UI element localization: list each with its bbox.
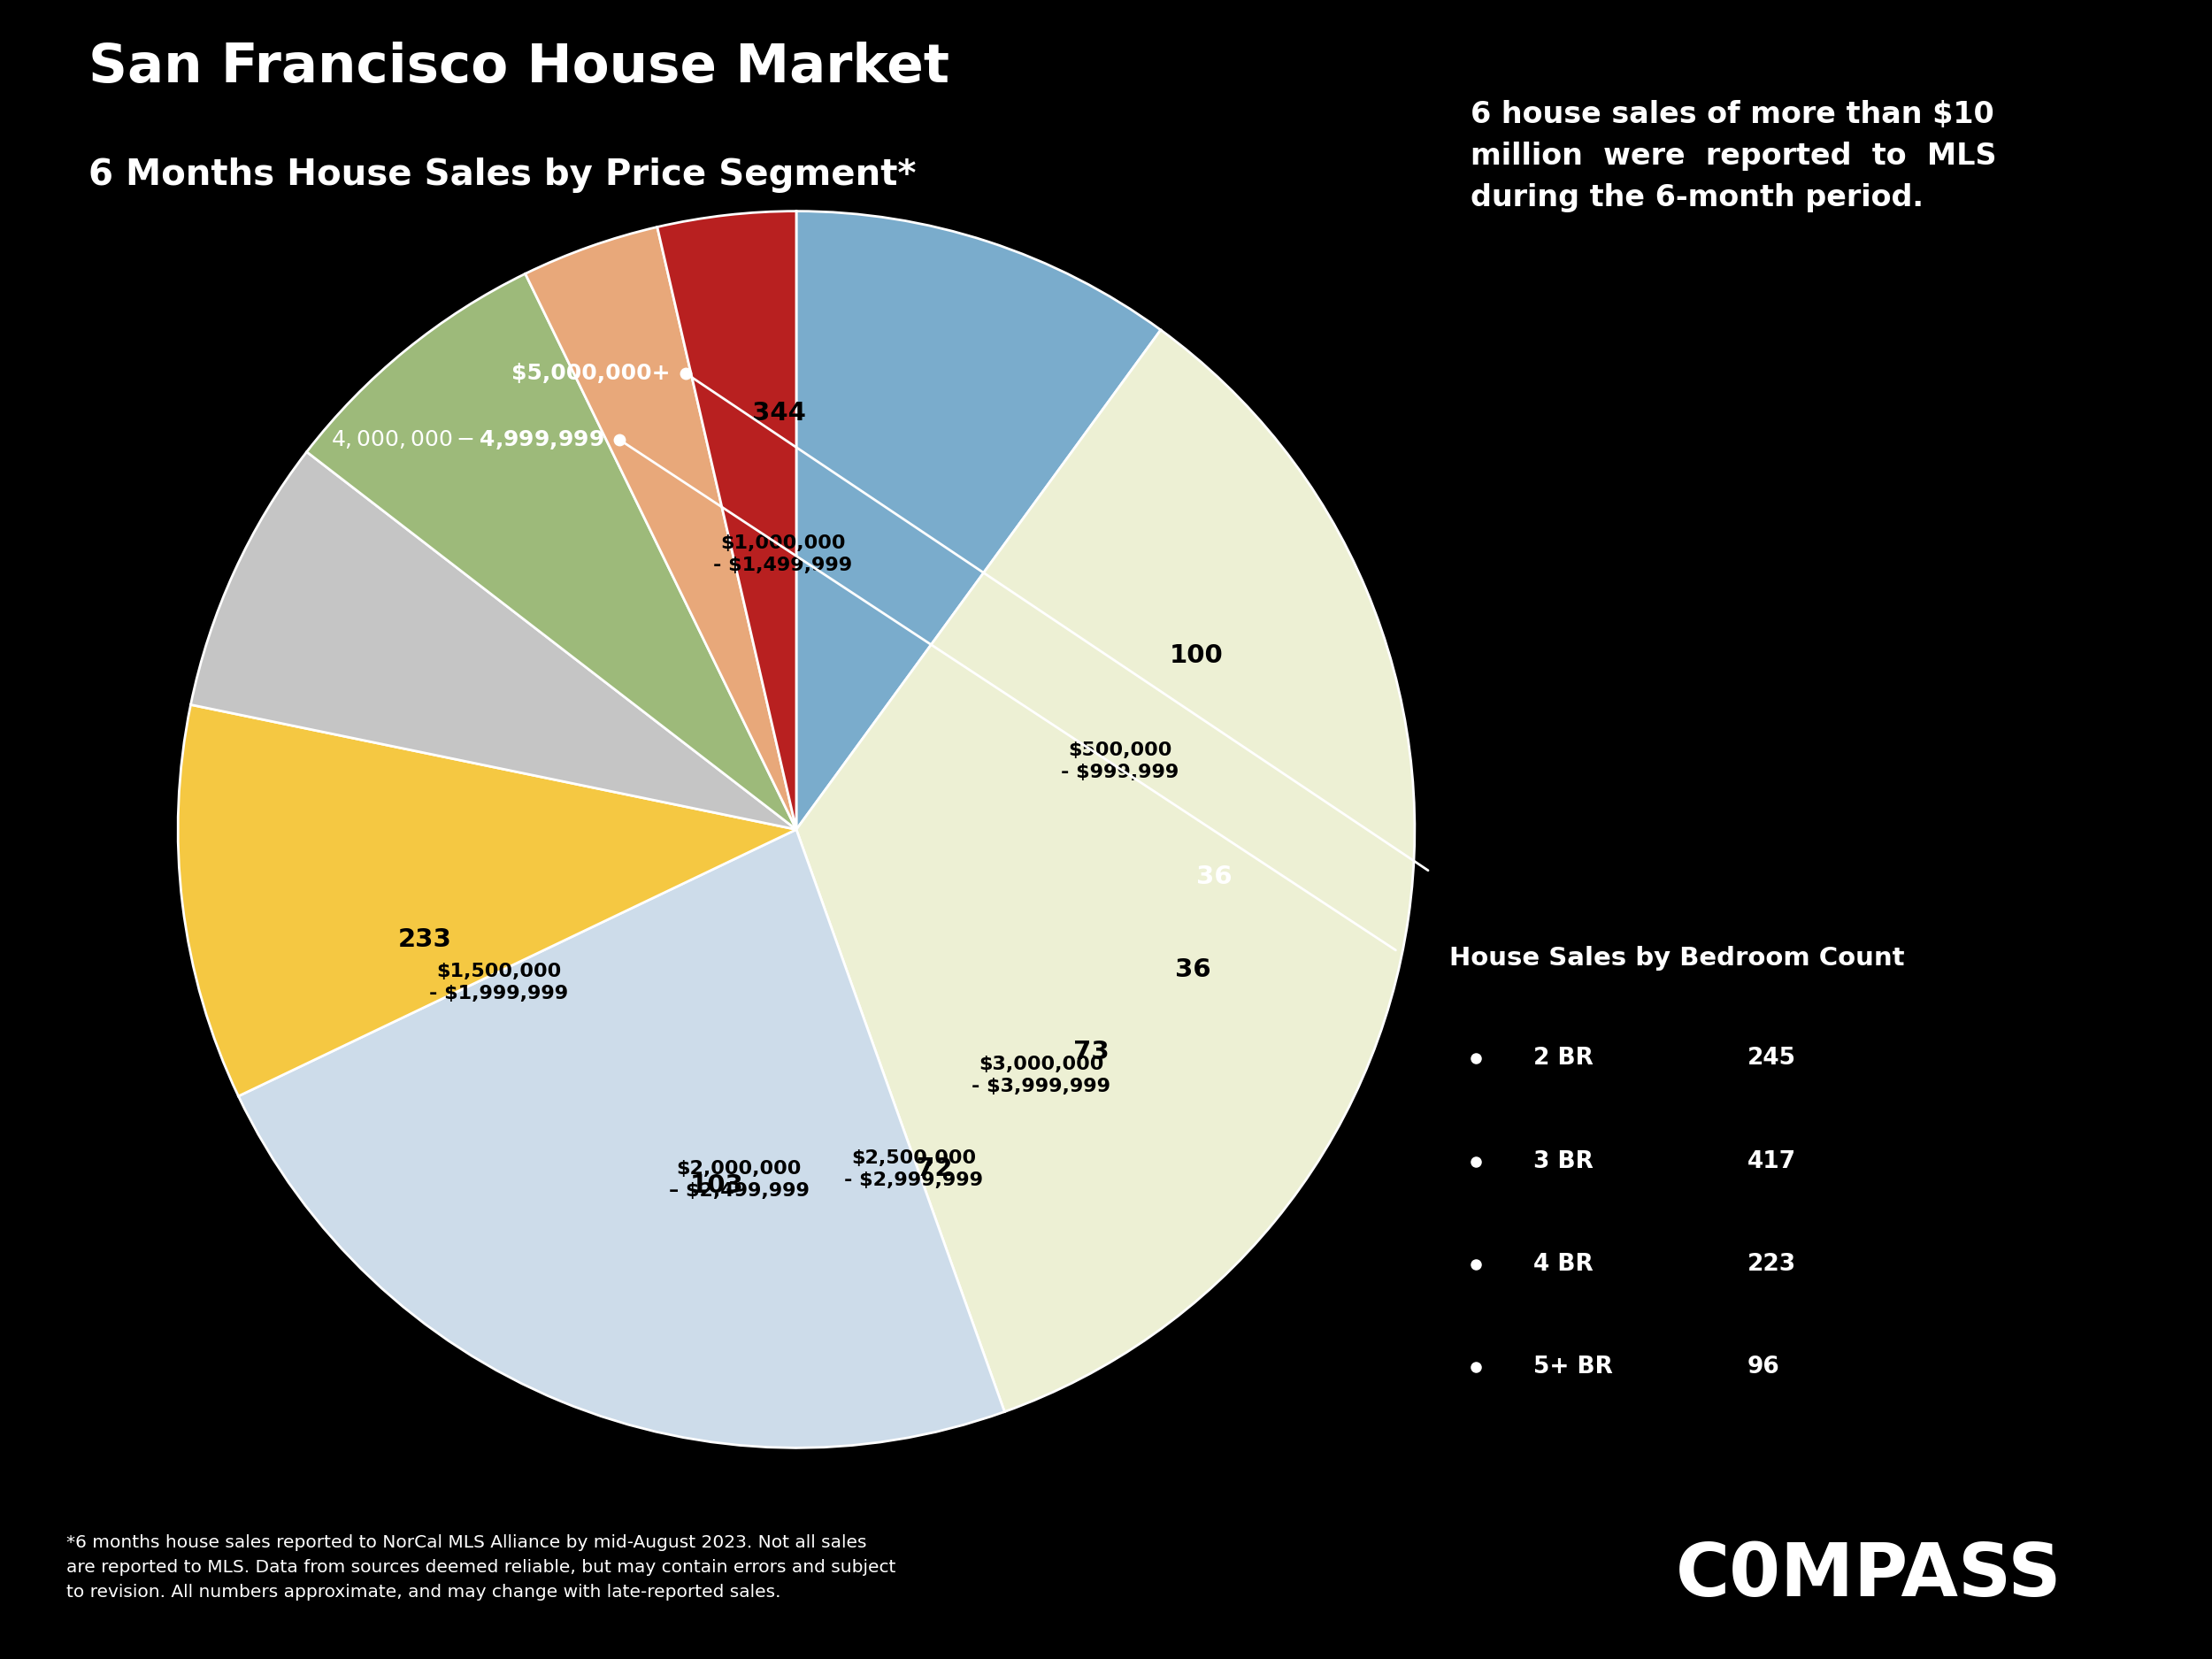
- Wedge shape: [307, 274, 796, 829]
- Text: $1,000,000
- $1,499,999: $1,000,000 - $1,499,999: [714, 534, 852, 574]
- Text: $4,000,000 - $4,999,999: $4,000,000 - $4,999,999: [330, 428, 604, 451]
- Text: 344: 344: [752, 400, 805, 425]
- Text: 3 BR: 3 BR: [1533, 1150, 1593, 1173]
- Text: 103: 103: [690, 1173, 743, 1198]
- Text: $3,000,000
- $3,999,999: $3,000,000 - $3,999,999: [971, 1055, 1110, 1095]
- Text: 223: 223: [1747, 1253, 1796, 1276]
- Wedge shape: [796, 211, 1161, 830]
- Text: San Francisco House Market: San Francisco House Market: [88, 41, 949, 93]
- Text: 2 BR: 2 BR: [1533, 1047, 1593, 1070]
- Wedge shape: [796, 330, 1416, 1412]
- Text: 72: 72: [916, 1156, 953, 1181]
- Text: House Sales by Bedroom Count: House Sales by Bedroom Count: [1449, 946, 1905, 971]
- Text: $1,500,000
- $1,999,999: $1,500,000 - $1,999,999: [429, 964, 568, 1002]
- Text: 36: 36: [1197, 864, 1232, 889]
- Text: 6 house sales of more than $10
million  were  reported  to  MLS
during the 6-mon: 6 house sales of more than $10 million w…: [1471, 100, 1997, 212]
- Text: C0MPASS: C0MPASS: [1677, 1540, 2062, 1611]
- Wedge shape: [239, 830, 1004, 1448]
- Text: 100: 100: [1170, 644, 1223, 669]
- Text: 4 BR: 4 BR: [1533, 1253, 1593, 1276]
- Wedge shape: [190, 451, 796, 830]
- Text: *6 months house sales reported to NorCal MLS Alliance by mid-August 2023. Not al: *6 months house sales reported to NorCal…: [66, 1535, 896, 1601]
- Text: 73: 73: [1073, 1040, 1110, 1063]
- Text: $2,000,000
– $2,499,999: $2,000,000 – $2,499,999: [668, 1160, 810, 1199]
- Wedge shape: [657, 211, 796, 830]
- Text: $2,500,000
- $2,999,999: $2,500,000 - $2,999,999: [845, 1150, 982, 1190]
- Wedge shape: [524, 227, 796, 830]
- Wedge shape: [177, 705, 796, 1097]
- Text: 233: 233: [398, 927, 451, 952]
- Text: 96: 96: [1747, 1355, 1781, 1379]
- Text: $500,000
- $999,999: $500,000 - $999,999: [1062, 742, 1179, 781]
- Text: 245: 245: [1747, 1047, 1796, 1070]
- Text: 36: 36: [1175, 957, 1210, 982]
- Text: 5+ BR: 5+ BR: [1533, 1355, 1613, 1379]
- Text: 6 Months House Sales by Price Segment*: 6 Months House Sales by Price Segment*: [88, 158, 916, 192]
- Text: $5,000,000+: $5,000,000+: [511, 363, 670, 383]
- Text: 417: 417: [1747, 1150, 1796, 1173]
